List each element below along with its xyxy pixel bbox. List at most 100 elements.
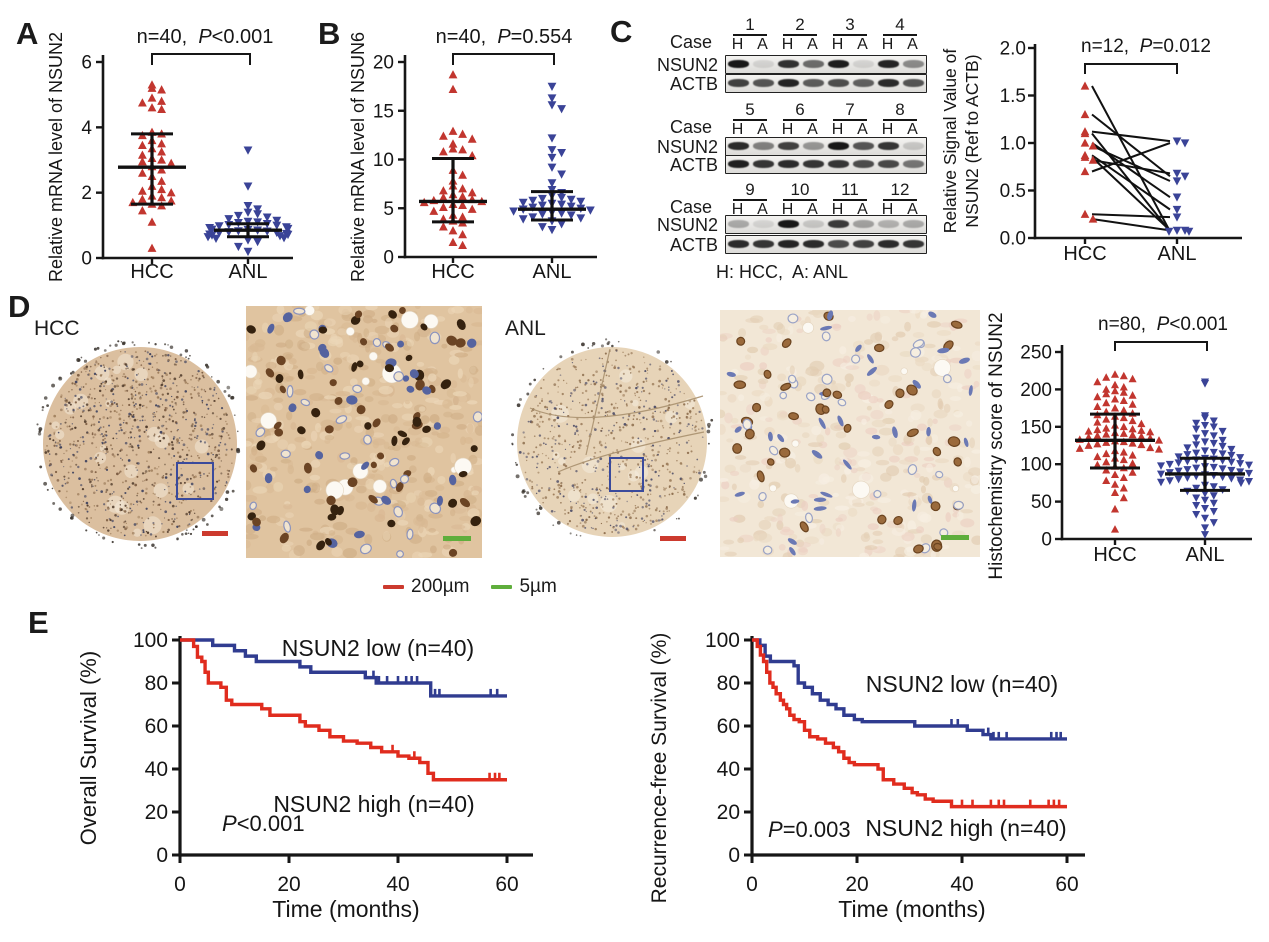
y-axis-label: Relative mRNA level of NSUN2 — [46, 32, 66, 282]
blot-band — [853, 60, 874, 68]
data-point-marker — [458, 200, 468, 210]
blot-band — [853, 142, 874, 150]
y-tick-label: 0 — [1041, 530, 1052, 551]
data-point-marker — [566, 211, 576, 220]
data-point-marker — [458, 184, 468, 193]
km-p-value: P<0.001 — [222, 811, 305, 836]
km-p-value: P=0.003 — [768, 817, 851, 842]
data-point-marker — [458, 191, 468, 201]
data-point-marker — [1080, 167, 1090, 176]
data-point-marker — [1180, 172, 1190, 181]
data-point-marker — [1200, 524, 1210, 532]
data-point-marker — [1119, 455, 1128, 464]
case-number: 12 — [890, 180, 910, 199]
lane-label-a: A — [807, 201, 818, 218]
data-point-marker — [557, 193, 567, 203]
significance-bracket — [151, 53, 251, 65]
y-tick-label: 2.0 — [1000, 39, 1026, 60]
data-point-marker — [458, 212, 468, 221]
case-number: 3 — [845, 15, 855, 34]
data-point-marker — [448, 139, 458, 148]
target-label-nsun2: NSUN2 — [656, 137, 718, 157]
y-tick-label: 0 — [156, 844, 168, 867]
data-point-marker — [1110, 370, 1120, 378]
km-series-label: NSUN2 low (n=40) — [282, 635, 474, 661]
data-point-marker — [157, 85, 167, 94]
data-point-marker — [233, 211, 243, 221]
data-point-marker — [537, 210, 547, 219]
data-point-marker — [262, 213, 272, 222]
data-point-marker — [243, 247, 253, 257]
data-point-marker — [547, 82, 557, 91]
data-point-marker — [1172, 169, 1182, 178]
scalebar-swatch-icon — [383, 585, 404, 589]
mean-error-bars — [419, 157, 487, 224]
y-axis-label-line2: NSUN2 (Ref to ACTB) — [962, 54, 982, 227]
data-point-marker — [547, 101, 557, 110]
data-point-marker — [1200, 490, 1210, 498]
y-tick-label: 50 — [1031, 492, 1052, 513]
data-point-marker — [1192, 419, 1201, 428]
data-point-marker — [1080, 129, 1090, 138]
y-axis-label: Relative mRNA level of NSUN6 — [348, 32, 368, 282]
case-number: 1 — [745, 15, 755, 34]
data-point-marker — [243, 208, 253, 217]
data-point-marker — [157, 165, 167, 174]
data-point-marker — [1093, 377, 1102, 386]
blot-band — [853, 160, 874, 168]
data-point-marker — [438, 186, 448, 195]
data-point-marker — [1174, 459, 1183, 467]
data-point-marker — [137, 150, 147, 159]
x-tick-label: 60 — [1055, 873, 1078, 896]
data-point-marker — [137, 98, 147, 107]
data-point-marker — [585, 206, 595, 215]
data-point-marker — [1200, 514, 1210, 523]
case-label: Case — [669, 197, 712, 217]
data-point-marker — [1080, 81, 1090, 90]
data-point-marker — [1172, 177, 1182, 186]
case-underline — [833, 119, 867, 122]
blot-strip-actb — [725, 74, 927, 93]
y-tick-label: 60 — [145, 715, 168, 738]
lane-label-h: H — [831, 36, 844, 53]
data-point-marker — [243, 146, 253, 155]
case-underline — [883, 119, 917, 122]
data-point-marker — [283, 224, 293, 234]
blot-band — [728, 79, 749, 87]
data-point-marker — [458, 129, 468, 138]
lane-label-a: A — [857, 36, 868, 53]
chart-ihc_score: 0 50 100 150 200 250 HCC ANL n=80, P<0.001 Histoc… — [986, 312, 1254, 580]
panel-label-a: A — [16, 16, 39, 51]
blot-band — [778, 160, 799, 168]
case-number: 10 — [790, 180, 810, 199]
blot-band — [753, 220, 774, 228]
y-tick-label: 0 — [383, 248, 394, 269]
mean-error-bars — [1165, 456, 1245, 492]
data-point-marker — [1146, 443, 1155, 452]
scalebar-text: 5µm — [519, 576, 557, 597]
data-point-marker — [1192, 501, 1201, 510]
data-point-marker — [166, 158, 176, 167]
data-point-marker — [1102, 424, 1111, 432]
x-axis-label: Time (months) — [838, 896, 985, 922]
data-point-marker — [1172, 226, 1182, 235]
data-point-marker — [1093, 460, 1102, 469]
x-tick-label: 40 — [950, 873, 973, 896]
data-point-marker — [147, 103, 157, 112]
data-point-marker — [458, 229, 468, 239]
data-point-marker — [438, 192, 448, 202]
case-underline — [883, 34, 917, 37]
data-point-marker — [1119, 406, 1128, 414]
y-tick-label: 20 — [145, 801, 168, 824]
y-tick-label: 20 — [373, 53, 394, 74]
x-tick-label: 20 — [845, 873, 868, 896]
data-point-marker — [1200, 430, 1210, 438]
data-point-marker — [1192, 510, 1201, 519]
data-point-marker — [1128, 391, 1137, 399]
x-tick-label: 40 — [386, 873, 409, 896]
data-point-marker — [1184, 227, 1194, 236]
mean-error-bars — [1075, 412, 1155, 470]
x-tick-label: 0 — [746, 873, 758, 896]
y-tick-label: 0 — [728, 844, 740, 867]
data-point-marker — [458, 170, 468, 179]
